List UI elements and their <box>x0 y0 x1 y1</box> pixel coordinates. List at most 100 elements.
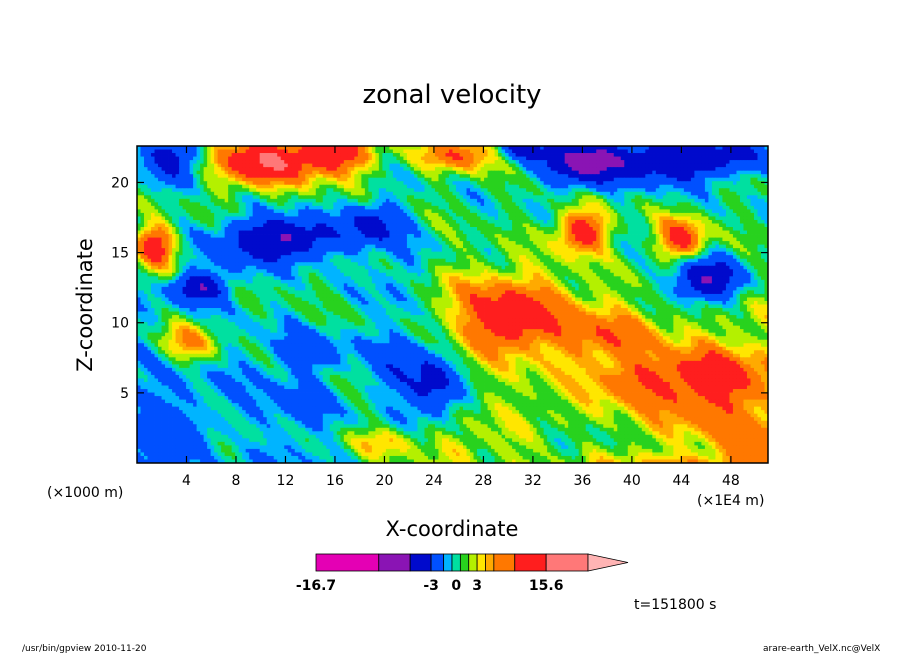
field-cell <box>740 153 744 157</box>
field-cell <box>708 220 712 224</box>
field-cell <box>375 171 379 175</box>
field-cell <box>523 171 527 175</box>
field-cell <box>512 188 516 192</box>
field-cell <box>544 202 548 206</box>
field-cell <box>211 216 215 220</box>
field-cell <box>333 206 337 210</box>
field-cell <box>295 206 299 210</box>
field-cell <box>719 238 723 242</box>
field-cell <box>701 178 705 182</box>
field-cell <box>684 150 688 154</box>
field-cell <box>277 238 281 242</box>
field-cell <box>302 241 306 245</box>
field-cell <box>204 153 208 157</box>
field-cell <box>347 199 351 203</box>
field-cell <box>575 150 579 154</box>
field-cell <box>270 216 274 220</box>
field-cell <box>460 213 464 217</box>
field-cell <box>701 181 705 185</box>
field-cell <box>309 195 313 199</box>
field-cell <box>512 150 516 154</box>
field-cell <box>747 178 751 182</box>
field-cell <box>533 216 537 220</box>
field-cell <box>274 157 278 161</box>
field-cell <box>445 227 449 231</box>
field-cell <box>172 195 176 199</box>
field-cell <box>235 181 239 185</box>
field-cell <box>183 234 187 238</box>
field-cell <box>449 209 453 213</box>
field-cell <box>638 153 642 157</box>
field-cell <box>281 185 285 189</box>
field-cell <box>270 202 274 206</box>
field-cell <box>736 238 740 242</box>
field-cell <box>663 164 667 168</box>
field-cell <box>267 174 271 178</box>
field-cell <box>235 192 239 196</box>
field-cell <box>656 174 660 178</box>
field-cell <box>414 199 418 203</box>
field-cell <box>677 174 681 178</box>
field-cell <box>607 231 611 235</box>
field-cell <box>340 181 344 185</box>
field-cell <box>232 178 236 182</box>
field-cell <box>246 178 250 182</box>
field-cell <box>284 153 288 157</box>
field-cell <box>326 195 330 199</box>
field-cell <box>424 223 428 227</box>
field-cell <box>673 199 677 203</box>
field-cell <box>148 220 152 224</box>
field-cell <box>330 231 334 235</box>
field-cell <box>694 238 698 242</box>
field-cell <box>589 181 593 185</box>
field-cell <box>410 160 414 164</box>
field-cell <box>719 192 723 196</box>
field-cell <box>403 195 407 199</box>
field-cell <box>190 195 194 199</box>
field-cell <box>645 160 649 164</box>
field-cell <box>316 206 320 210</box>
field-cell <box>523 199 527 203</box>
field-cell <box>421 178 425 182</box>
field-cell <box>544 185 548 189</box>
field-cell <box>554 220 558 224</box>
field-cell <box>403 174 407 178</box>
field-cell <box>410 234 414 238</box>
field-cell <box>558 185 562 189</box>
field-cell <box>733 206 737 210</box>
field-cell <box>610 181 614 185</box>
field-cell <box>204 188 208 192</box>
field-cell <box>410 167 414 171</box>
field-cell <box>551 157 555 161</box>
field-cell <box>694 192 698 196</box>
field-cell <box>169 160 173 164</box>
field-cell <box>530 164 534 168</box>
field-cell <box>526 199 530 203</box>
field-cell <box>547 157 551 161</box>
field-cell <box>645 185 649 189</box>
field-cell <box>568 181 572 185</box>
field-cell <box>200 231 204 235</box>
field-cell <box>179 171 183 175</box>
field-cell <box>617 157 621 161</box>
field-cell <box>326 223 330 227</box>
field-cell <box>502 174 506 178</box>
field-cell <box>708 216 712 220</box>
field-cell <box>323 209 327 213</box>
field-cell <box>477 192 481 196</box>
field-cell <box>491 202 495 206</box>
field-cell <box>281 241 285 245</box>
field-cell <box>530 195 534 199</box>
field-cell <box>589 150 593 154</box>
field-cell <box>179 234 183 238</box>
field-cell <box>565 195 569 199</box>
field-cell <box>158 199 162 203</box>
field-cell <box>519 220 523 224</box>
field-cell <box>726 188 730 192</box>
field-cell <box>467 220 471 224</box>
field-cell <box>211 174 215 178</box>
field-cell <box>239 174 243 178</box>
field-cell <box>256 188 260 192</box>
field-cell <box>232 157 236 161</box>
field-cell <box>666 167 670 171</box>
